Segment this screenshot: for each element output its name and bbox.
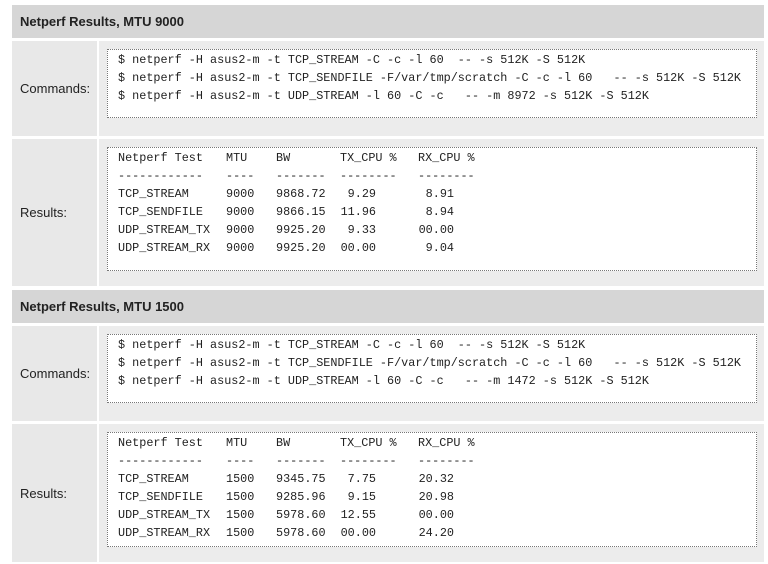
table-header: TX_CPU % [340, 151, 397, 165]
table-cell: 8.94 [425, 205, 454, 219]
table-cell: 24.20 [418, 526, 454, 540]
table-cell: TCP_SENDFILE [118, 490, 203, 504]
results-box: Netperf Test MTU BW TX_CPU % RX_CPU % -------… [107, 432, 757, 547]
row-label: Commands: [12, 326, 97, 421]
table-cell: UDP_STREAM_RX [118, 526, 211, 540]
command-line: $ netperf -H asus2-m -t UDP_STREAM -l 60… [118, 89, 649, 103]
table-cell: 20.98 [418, 490, 454, 504]
commands-cell: $ netperf -H asus2-m -t TCP_STREAM -C -c… [99, 326, 764, 421]
section-header: Netperf Results, MTU 9000 [12, 5, 764, 38]
table-cell: 20.32 [418, 472, 454, 486]
table-cell: 1500 [226, 472, 255, 486]
section-header: Netperf Results, MTU 1500 [12, 290, 764, 323]
table-separator: -------- [418, 169, 475, 183]
row-label: Results: [12, 139, 97, 286]
table-cell: UDP_STREAM_TX [118, 508, 211, 522]
table-cell: 9.15 [347, 490, 376, 504]
command-line: $ netperf -H asus2-m -t TCP_SENDFILE -F/… [118, 71, 741, 85]
commands-box: $ netperf -H asus2-m -t TCP_STREAM -C -c… [107, 49, 757, 118]
table-cell: 9866.15 [276, 205, 326, 219]
table-header: TX_CPU % [340, 436, 397, 450]
table-cell: 9.29 [347, 187, 376, 201]
results-box: Netperf Test MTU BW TX_CPU % RX_CPU % -------… [107, 147, 757, 271]
command-line: $ netperf -H asus2-m -t TCP_STREAM -C -c… [118, 338, 586, 352]
table-header: Netperf Test [118, 436, 203, 450]
table-header: BW [276, 151, 291, 165]
results-cell: Netperf Test MTU BW TX_CPU % RX_CPU % -------… [99, 424, 764, 562]
command-line: $ netperf -H asus2-m -t UDP_STREAM -l 60… [118, 374, 649, 388]
table-cell: 5978.60 [276, 526, 326, 540]
table-cell: 9000 [226, 187, 255, 201]
command-line: $ netperf -H asus2-m -t TCP_SENDFILE -F/… [118, 356, 741, 370]
table-separator: -------- [340, 454, 397, 468]
row-label: Results: [12, 424, 97, 562]
table-cell: 1500 [226, 508, 255, 522]
table-separator: -------- [340, 169, 397, 183]
table-cell: 12.55 [340, 508, 376, 522]
command-line: $ netperf -H asus2-m -t TCP_STREAM -C -c… [118, 53, 586, 67]
table-cell: 00.00 [418, 508, 454, 522]
table-cell: 9.04 [425, 241, 454, 255]
table-cell: 9285.96 [276, 490, 326, 504]
table-cell: 9868.72 [276, 187, 326, 201]
table-separator: ------------ [118, 454, 203, 468]
table-cell: 1500 [226, 526, 255, 540]
table-header: RX_CPU % [418, 151, 475, 165]
table-cell: 00.00 [418, 223, 454, 237]
table-cell: 9000 [226, 205, 255, 219]
table-cell: UDP_STREAM_TX [118, 223, 211, 237]
table-cell: 5978.60 [276, 508, 326, 522]
table-cell: 9000 [226, 241, 255, 255]
table-cell: UDP_STREAM_RX [118, 241, 211, 255]
table-separator: ------- [276, 169, 326, 183]
table-cell: 7.75 [347, 472, 376, 486]
commands-cell: $ netperf -H asus2-m -t TCP_STREAM -C -c… [99, 41, 764, 136]
table-separator: ---- [226, 454, 255, 468]
table-header: MTU [226, 436, 248, 450]
table-separator: ------------ [118, 169, 203, 183]
table-cell: 9925.20 [276, 241, 326, 255]
row-label: Commands: [12, 41, 97, 136]
table-cell: TCP_STREAM [118, 472, 189, 486]
table-header: Netperf Test [118, 151, 203, 165]
table-cell: 11.96 [340, 205, 376, 219]
table-cell: 00.00 [340, 241, 376, 255]
table-cell: 00.00 [340, 526, 376, 540]
table-cell: TCP_STREAM [118, 187, 189, 201]
table-separator: ---- [226, 169, 255, 183]
table-header: MTU [226, 151, 248, 165]
commands-box: $ netperf -H asus2-m -t TCP_STREAM -C -c… [107, 334, 757, 403]
table-cell: 9345.75 [276, 472, 326, 486]
table-cell: 9.33 [347, 223, 376, 237]
table-cell: 9000 [226, 223, 255, 237]
table-cell: 9925.20 [276, 223, 326, 237]
results-cell: Netperf Test MTU BW TX_CPU % RX_CPU % -------… [99, 139, 764, 286]
table-separator: -------- [418, 454, 475, 468]
table-cell: 8.91 [425, 187, 454, 201]
table-separator: ------- [276, 454, 326, 468]
table-header: BW [276, 436, 291, 450]
table-cell: 1500 [226, 490, 255, 504]
table-cell: TCP_SENDFILE [118, 205, 203, 219]
table-header: RX_CPU % [418, 436, 475, 450]
